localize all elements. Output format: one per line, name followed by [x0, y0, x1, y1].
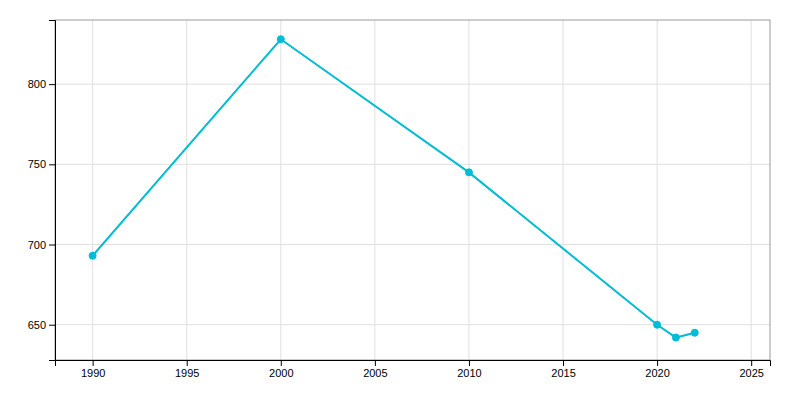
- grid-line-x: [657, 20, 658, 360]
- point: [672, 334, 679, 341]
- x-tick-mark: [187, 360, 188, 366]
- grid: [55, 20, 770, 360]
- x-tick-mark: [563, 360, 564, 366]
- x-tick-label: 2010: [457, 367, 481, 379]
- point: [465, 169, 472, 176]
- x-tick: 1995: [175, 360, 199, 379]
- y-tick-mark: [49, 84, 55, 85]
- x-tick-label: 2000: [269, 367, 293, 379]
- x-tick: 2020: [645, 360, 669, 379]
- y-tick-mark: [49, 245, 55, 246]
- y-tick: 750: [28, 158, 55, 170]
- x-tick-mark: [281, 360, 282, 366]
- plot-frame: [55, 20, 770, 360]
- grid-line-x: [751, 20, 752, 360]
- plot: 1990 1995 2000 2005 2010 2015 2020 2025 650 700 75…: [28, 20, 771, 379]
- grid-line-y: [55, 244, 770, 245]
- grid-line-x: [468, 20, 469, 360]
- x-tick: 2005: [363, 360, 387, 379]
- y-tick-label: 700: [28, 239, 46, 251]
- x-tick-label: 2025: [739, 367, 763, 379]
- line: [93, 39, 695, 337]
- x-axis-line: [56, 361, 771, 367]
- x-tick-mark: [657, 360, 658, 366]
- x-axis: 1990 1995 2000 2005 2010 2015 2020 2025: [56, 360, 771, 379]
- x-tick: 2010: [457, 360, 481, 379]
- x-tick: 2000: [269, 360, 293, 379]
- x-tick-label: 2015: [551, 367, 575, 379]
- point: [654, 321, 661, 328]
- grid-line-x: [92, 20, 93, 360]
- y-tick-label: 650: [28, 319, 46, 331]
- y-tick-mark: [49, 164, 55, 165]
- x-tick-label: 2005: [363, 367, 387, 379]
- y-tick-mark: [49, 325, 55, 326]
- y-tick: 700: [28, 239, 55, 251]
- y-tick-label: 750: [28, 158, 46, 170]
- point: [691, 329, 698, 336]
- y-tick-label: 800: [28, 78, 46, 90]
- x-tick-label: 2020: [645, 367, 669, 379]
- x-tick-label: 1990: [81, 367, 105, 379]
- grid-line-y: [55, 164, 770, 165]
- chart: 1990 1995 2000 2005 2010 2015 2020 2025 650 700 75…: [0, 0, 800, 400]
- x-tick: 2015: [551, 360, 575, 379]
- grid-line-x: [374, 20, 375, 360]
- y-axis: 650 700 750 800: [28, 21, 56, 361]
- grid-line-x: [280, 20, 281, 360]
- grid-line-x: [186, 20, 187, 360]
- point: [89, 252, 96, 259]
- grid-line-x: [563, 20, 564, 360]
- x-tick-mark: [751, 360, 752, 366]
- y-axis-line: [49, 21, 56, 361]
- x-tick: 2025: [739, 360, 763, 379]
- x-tick-mark: [469, 360, 470, 366]
- point: [277, 36, 284, 43]
- x-tick: 1990: [81, 360, 105, 379]
- y-tick: 800: [28, 78, 55, 90]
- y-tick: 650: [28, 319, 55, 331]
- grid-line-y: [55, 84, 770, 85]
- data-layer: [89, 36, 698, 341]
- x-tick-mark: [375, 360, 376, 366]
- x-tick-label: 1995: [175, 367, 199, 379]
- grid-line-y: [55, 324, 770, 325]
- x-tick-mark: [93, 360, 94, 366]
